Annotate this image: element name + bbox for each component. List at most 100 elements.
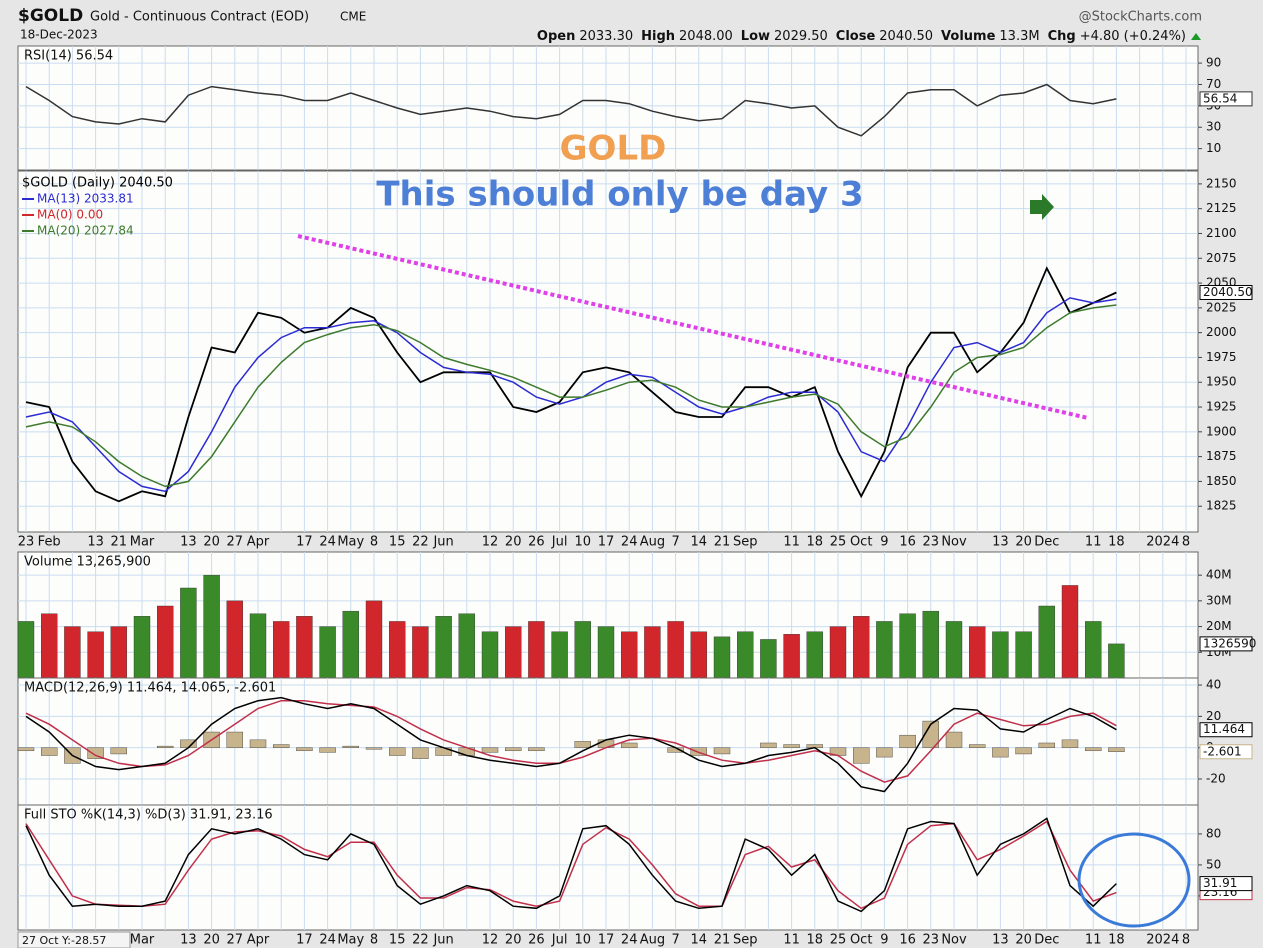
bar (481, 747, 499, 753)
x-tick-label: 20 (203, 535, 220, 550)
bar (319, 747, 336, 753)
bar (110, 747, 128, 755)
bar (1084, 621, 1102, 679)
series-line (25, 83, 1117, 137)
bar (992, 747, 1009, 758)
x-tick-label: 18 (1108, 535, 1125, 550)
x-tick-label: 10 (575, 535, 592, 550)
annotation: GOLD (560, 129, 667, 169)
x-tick-label: 24 (621, 535, 638, 550)
y-tick-label: 1925 (1206, 400, 1237, 414)
bar (760, 742, 777, 748)
value-tag: 11.464 (1203, 722, 1245, 736)
y-tick-label: 20M (1206, 619, 1232, 633)
x-tick-label: 24 (621, 933, 638, 948)
x-tick-label: Jun (432, 933, 453, 948)
bar (760, 639, 777, 679)
x-tick-label: 8 (370, 535, 378, 550)
bar (1061, 585, 1079, 679)
bar (737, 631, 754, 679)
bar (365, 747, 383, 750)
bar (574, 741, 591, 748)
bar (806, 631, 823, 679)
x-tick-label: 15 (389, 535, 406, 550)
bar (156, 745, 174, 748)
bar (458, 613, 475, 679)
quote-label: Volume (941, 29, 996, 44)
x-tick-label: 12 (482, 535, 499, 550)
bar (110, 626, 128, 679)
y-tick-label: 90 (1206, 56, 1221, 70)
x-tick-label: 13 (180, 933, 197, 948)
x-tick-label: 11 (1085, 535, 1102, 550)
x-tick-label: 11 (1085, 933, 1102, 948)
bar (156, 605, 174, 679)
quote: Open 2033.30 High 2048.00 Low 2029.50 Close 204… (537, 29, 1186, 44)
annotation: This should only be day 3 (376, 175, 863, 215)
x-tick-label: 23 (923, 933, 940, 948)
x-tick-label: 13 (992, 535, 1009, 550)
bar (64, 626, 81, 679)
x-tick-label: 15 (389, 933, 406, 948)
exchange: CME (340, 10, 366, 24)
bar (226, 731, 244, 748)
bar (528, 621, 545, 679)
panel (17, 804, 1199, 931)
highlight-circle (1077, 832, 1191, 928)
bar (435, 616, 452, 679)
x-tick-label: 17 (598, 535, 615, 550)
quote-label: High (641, 29, 675, 44)
y-tick-label: 30M (1206, 593, 1232, 607)
bar (389, 747, 406, 756)
bar (876, 621, 893, 679)
bar (922, 610, 939, 679)
x-tick-label: Sep (733, 933, 758, 948)
panel (17, 170, 1199, 533)
x-tick-label: 9 (880, 933, 888, 948)
y-tick-label: 1975 (1206, 350, 1237, 364)
date-axis (18, 533, 1198, 551)
bar (342, 610, 359, 679)
x-tick-label: 24 (319, 933, 336, 948)
date: 18-Dec-2023 (20, 28, 98, 42)
x-tick-label: 21 (714, 535, 731, 550)
x-tick-label: 11 (783, 933, 800, 948)
x-tick-label: Aug (640, 535, 665, 550)
y-tick-label: 2075 (1206, 251, 1237, 265)
bar (528, 747, 545, 752)
panel-title: RSI(14) 56.54 (24, 49, 113, 64)
bar (690, 631, 707, 679)
bar (505, 747, 522, 752)
x-tick-label: 13 (180, 535, 197, 550)
bar (296, 616, 313, 679)
bar (1108, 747, 1125, 752)
y-tick-label: 1850 (1206, 474, 1237, 488)
y-tick-label: 70 (1206, 77, 1221, 91)
x-tick-label: 22 (412, 933, 429, 948)
bar (783, 634, 800, 679)
x-tick-label: 20 (203, 933, 220, 948)
bar (249, 613, 267, 679)
value-tag-box (1199, 636, 1253, 652)
bar (17, 621, 35, 679)
x-tick-label: Mar (130, 535, 155, 550)
x-tick-label: 7 (671, 933, 679, 948)
x-tick-label: Apr (247, 535, 270, 550)
series-line (25, 696, 1117, 793)
x-tick-label: May (337, 933, 364, 948)
y-tick-label: 50 (1206, 857, 1221, 871)
x-tick-label: Dec (1034, 535, 1059, 550)
y-tick-label: 2150 (1206, 176, 1237, 190)
y-tick-label: 2025 (1206, 300, 1237, 314)
x-tick-label: Jul (551, 535, 568, 550)
x-tick-label: 17 (296, 535, 313, 550)
bar (203, 574, 220, 679)
bar (969, 744, 986, 748)
bar (551, 631, 568, 679)
bar (41, 747, 58, 756)
x-tick-label: 20 (1015, 933, 1032, 948)
quote-label: Chg (1048, 29, 1076, 44)
bar (853, 616, 870, 679)
x-tick-label: 10 (575, 933, 592, 948)
